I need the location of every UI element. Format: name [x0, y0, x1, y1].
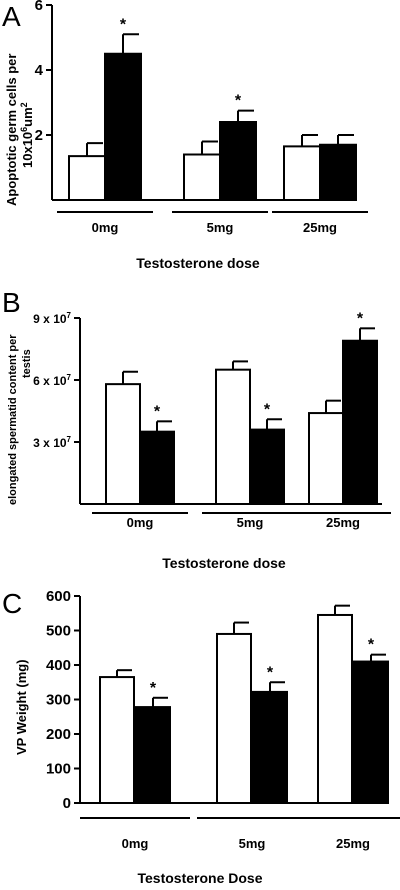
panel-a-xlabel: Testosterone dose: [136, 255, 260, 271]
y-tick-label: 100: [46, 761, 71, 778]
significance-asterisk: *: [154, 403, 161, 420]
group-label: 25mg: [336, 836, 370, 851]
panel-a-letter: A: [2, 1, 21, 32]
bar-open: [215, 368, 251, 505]
panel-b-xlabel: Testosterone dose: [162, 555, 286, 571]
group-label: 0mg: [122, 836, 149, 851]
group-label: 25mg: [303, 220, 337, 235]
group-label: 5mg: [237, 515, 264, 530]
y-tick-label: 6 x 107: [33, 373, 71, 388]
group-label: 0mg: [92, 220, 119, 235]
panel-c-plot: 0 100 200 300 400 500 600 * 0mg * 5mg * 25mg: [46, 588, 400, 851]
panel-b-ylabel-line2: testis: [21, 349, 33, 378]
panel-a-plot: 2 4 6 * 0mg * 5mg 25mg: [35, 0, 368, 235]
bar-open: [183, 153, 221, 201]
bar-filled: [319, 143, 357, 201]
y-tick-label: 4: [35, 62, 44, 79]
bar-open: [68, 155, 106, 201]
panel-c-ylabel: VP Weight (mg): [14, 659, 29, 755]
bar-filled: [135, 706, 171, 805]
significance-asterisk: *: [357, 310, 364, 327]
bar-open: [105, 383, 141, 505]
significance-asterisk: *: [150, 680, 157, 697]
group-label: 5mg: [239, 836, 266, 851]
significance-asterisk: *: [267, 664, 274, 681]
panel-c-letter: C: [2, 588, 22, 619]
y-tick-label: 200: [46, 726, 71, 743]
panel-a-ylabel-line2: 10x106um2: [19, 102, 35, 168]
bar-open: [283, 145, 321, 201]
y-tick-label: 9 x 107: [33, 311, 71, 326]
panel-a-ylabel-line1: Apoptotic germ cells per: [4, 54, 19, 206]
y-tick-label: 0: [63, 795, 71, 812]
y-tick-label: 300: [46, 692, 71, 709]
panel-b-ylabel-line1: elongated spermatid content per: [7, 334, 19, 505]
bar-filled: [139, 430, 175, 505]
bar-filled: [353, 660, 389, 804]
group-label: 0mg: [127, 515, 154, 530]
bar-filled: [219, 121, 257, 201]
bar-open: [99, 676, 135, 805]
significance-asterisk: *: [235, 93, 242, 110]
panel-b-plot: 3 x 107 6 x 107 9 x 107 * 0mg * 5mg * 25mg: [33, 310, 391, 530]
panel-c-xlabel: Testosterone Dose: [138, 870, 263, 886]
group-label: 25mg: [326, 515, 360, 530]
significance-asterisk: *: [368, 637, 375, 654]
bar-filled: [252, 690, 288, 804]
bar-filled: [104, 52, 142, 201]
y-tick-label: 400: [46, 657, 71, 674]
y-tick-label: 2: [35, 127, 43, 144]
group-label: 5mg: [207, 220, 234, 235]
y-tick-label: 600: [46, 588, 71, 605]
bar-filled: [249, 428, 285, 506]
y-tick-label: 500: [46, 623, 71, 640]
significance-asterisk: *: [120, 16, 127, 33]
panel-b-letter: B: [2, 287, 21, 318]
y-tick-label: 6: [35, 0, 43, 14]
significance-asterisk: *: [264, 401, 271, 418]
y-tick-label: 3 x 107: [33, 435, 71, 450]
bar-open: [317, 613, 353, 804]
bar-open: [308, 412, 344, 506]
bar-open: [216, 632, 252, 805]
bar-filled: [342, 339, 378, 505]
